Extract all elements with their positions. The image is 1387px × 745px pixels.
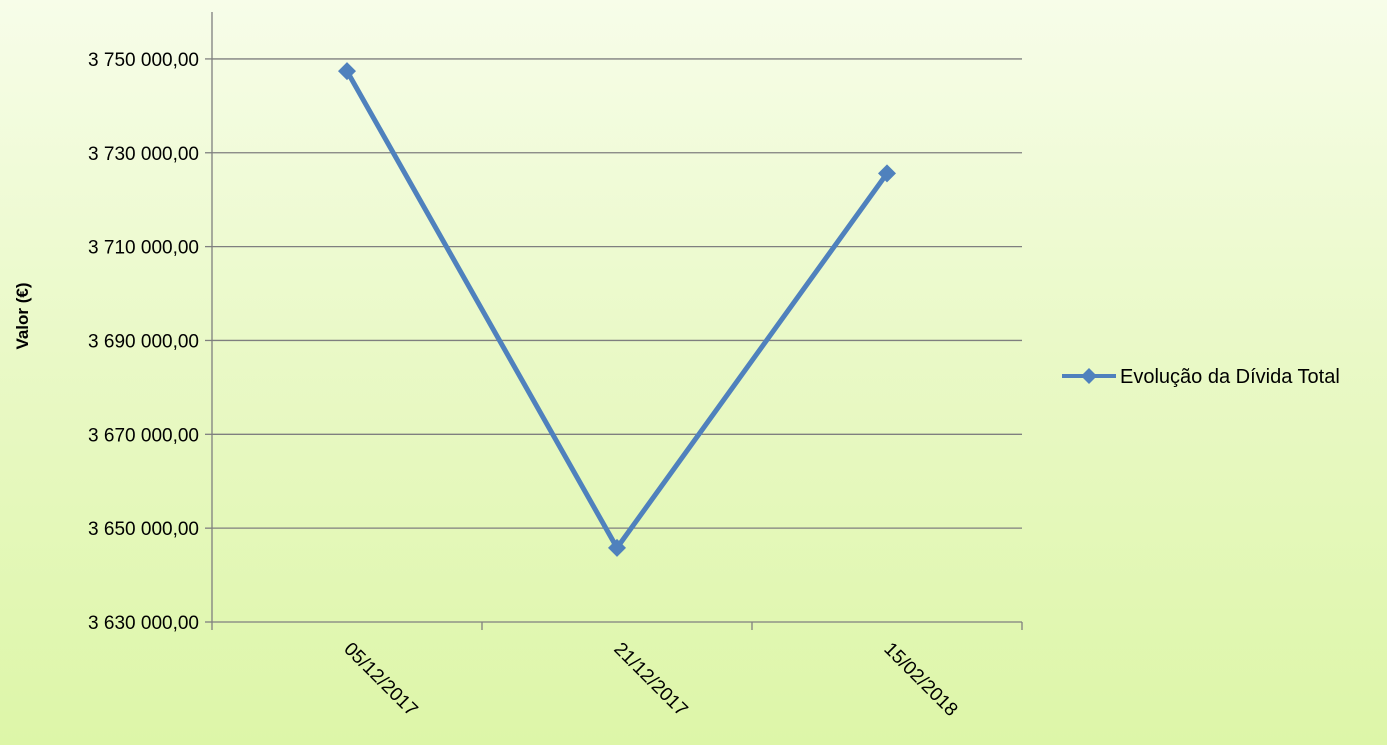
y-tick-label: 3 730 000,00 — [88, 144, 199, 165]
x-tick-labels: 05/12/2017 21/12/2017 15/02/2018 — [339, 639, 961, 721]
y-axis-title: Valor (€) — [13, 282, 32, 349]
gridlines — [212, 58, 1022, 529]
y-tick-label: 3 750 000,00 — [88, 50, 199, 71]
legend: Evolução da Dívida Total — [1062, 366, 1340, 388]
series-layer — [338, 62, 896, 557]
y-tick-label: 3 650 000,00 — [88, 519, 199, 540]
x-tick-label: 15/02/2018 — [879, 639, 961, 721]
legend-marker-swatch — [1081, 368, 1097, 384]
axes — [205, 12, 1023, 630]
series-line — [344, 69, 890, 551]
y-tick-label: 3 630 000,00 — [88, 613, 199, 634]
y-tick-label: 3 710 000,00 — [88, 238, 199, 259]
data-point-marker — [608, 538, 626, 557]
data-point-marker — [338, 62, 356, 81]
legend-label: Evolução da Dívida Total — [1120, 366, 1340, 388]
y-tick-labels: 3 630 000,00 3 650 000,00 3 670 000,00 3 69… — [88, 50, 199, 634]
x-tick-label: 21/12/2017 — [609, 639, 691, 721]
x-tick-label: 05/12/2017 — [339, 639, 421, 721]
data-point-marker — [878, 164, 896, 183]
y-tick-label: 3 670 000,00 — [88, 425, 199, 446]
y-tick-label: 3 690 000,00 — [88, 331, 199, 352]
